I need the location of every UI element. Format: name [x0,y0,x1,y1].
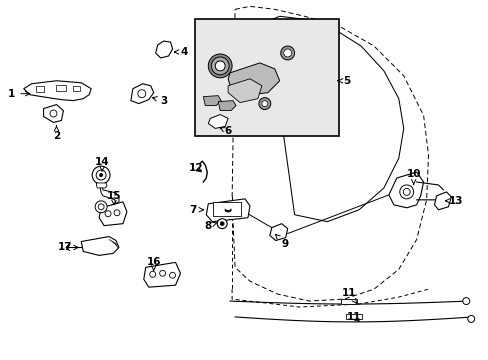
Text: 11: 11 [346,312,361,322]
Text: 15: 15 [106,191,121,205]
Text: 17: 17 [58,243,79,252]
Polygon shape [43,105,63,122]
Circle shape [160,270,165,276]
Bar [346,314,361,319]
Polygon shape [143,262,180,287]
Circle shape [169,272,175,278]
Circle shape [105,211,111,217]
Circle shape [283,49,291,57]
Polygon shape [228,63,279,96]
Bar [213,202,241,216]
Text: 4: 4 [174,47,188,57]
Polygon shape [81,237,119,255]
Text: 13: 13 [445,196,463,206]
Text: 11: 11 [341,288,356,303]
Circle shape [215,61,224,71]
Bar [56,85,66,91]
Text: 10: 10 [406,169,420,185]
Circle shape [149,271,155,277]
Bar [36,86,43,92]
Text: 7: 7 [189,205,203,215]
Circle shape [462,298,469,305]
Circle shape [114,210,120,216]
Polygon shape [206,199,249,222]
Circle shape [208,54,232,78]
Text: 12: 12 [189,163,203,173]
Circle shape [50,110,57,117]
Circle shape [92,166,110,184]
Circle shape [403,188,409,195]
Text: 2: 2 [53,126,60,141]
Circle shape [280,46,294,60]
Text: 8: 8 [204,221,217,231]
Circle shape [138,90,145,98]
Bar [341,298,356,303]
Text: 5: 5 [337,76,350,86]
Circle shape [262,100,267,107]
Polygon shape [388,172,423,208]
Circle shape [399,185,413,199]
Polygon shape [131,84,153,104]
Circle shape [96,170,106,180]
Circle shape [467,315,474,323]
Circle shape [258,98,270,109]
Text: 9: 9 [275,234,287,248]
Polygon shape [203,96,221,105]
Polygon shape [218,100,236,111]
Circle shape [217,219,226,229]
Polygon shape [434,192,450,210]
Circle shape [220,222,224,226]
Polygon shape [269,224,287,240]
Circle shape [211,57,229,75]
Text: 1: 1 [8,89,30,99]
Polygon shape [99,202,127,226]
Text: 14: 14 [95,157,109,171]
Polygon shape [155,41,172,58]
Polygon shape [96,183,107,188]
Circle shape [99,173,103,177]
Polygon shape [228,79,262,103]
Bar [73,86,80,91]
Text: 16: 16 [146,257,161,270]
Bar [195,19,339,136]
Polygon shape [100,187,119,204]
Circle shape [98,204,104,210]
Polygon shape [208,114,228,129]
Text: 3: 3 [152,96,167,105]
Text: 6: 6 [220,126,231,136]
Circle shape [95,201,107,213]
Polygon shape [24,81,91,100]
